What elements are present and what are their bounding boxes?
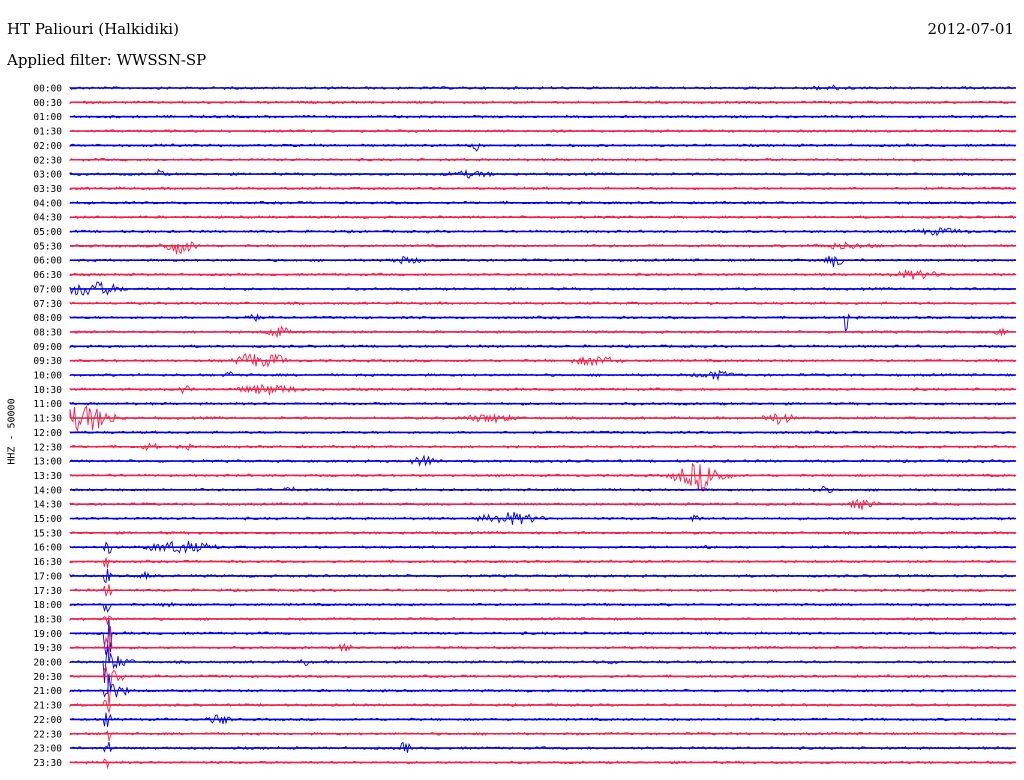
time-label: 14:30	[33, 500, 62, 511]
time-label: 23:30	[33, 758, 62, 769]
time-label: 10:30	[33, 385, 62, 396]
trace-line	[69, 699, 1016, 714]
time-label: 03:30	[33, 184, 62, 195]
time-label: 01:30	[33, 127, 62, 138]
time-label: 00:30	[33, 98, 62, 109]
filter-label: Applied filter: WWSSN-SP	[7, 51, 207, 69]
trace-line	[69, 619, 1016, 656]
time-label: 18:30	[33, 614, 62, 625]
time-label: 03:00	[33, 170, 62, 181]
time-label: 22:00	[33, 715, 62, 726]
time-label: 17:00	[33, 571, 62, 582]
time-label: 07:00	[33, 284, 62, 295]
time-label: 08:00	[33, 313, 62, 324]
time-label: 01:00	[33, 112, 62, 123]
record-date: 2012-07-01	[927, 20, 1014, 38]
time-label: 21:30	[33, 701, 62, 712]
time-label: 13:30	[33, 471, 62, 482]
trace-line	[69, 462, 1016, 491]
time-label: 12:00	[33, 428, 62, 439]
trace-line	[69, 240, 1016, 255]
time-label: 09:00	[33, 342, 62, 353]
time-label: 12:30	[33, 442, 62, 453]
time-label-group: 00:00 00:30 01:00 01:30 02:00 02:30 03:00 03:30…	[33, 84, 62, 769]
time-label: 05:00	[33, 227, 62, 238]
time-label: 22:30	[33, 729, 62, 740]
time-label: 19:00	[33, 629, 62, 640]
time-label: 20:00	[33, 658, 62, 669]
time-label: 14:00	[33, 485, 62, 496]
time-label: 11:30	[33, 414, 62, 425]
time-label: 04:00	[33, 198, 62, 209]
time-label: 04:30	[33, 213, 62, 224]
time-label: 11:00	[33, 399, 62, 410]
time-label: 16:30	[33, 557, 62, 568]
station-title: HT Paliouri (Halkidiki)	[7, 20, 179, 38]
time-label: 10:00	[33, 371, 62, 382]
time-label: 16:00	[33, 543, 62, 554]
trace-line	[69, 666, 1016, 706]
time-label: 23:00	[33, 744, 62, 755]
time-label: 09:30	[33, 356, 62, 367]
trace-line	[69, 255, 1016, 267]
time-label: 13:00	[33, 457, 62, 468]
time-label: 20:30	[33, 672, 62, 683]
trace-line	[69, 758, 1016, 770]
time-label: 05:30	[33, 241, 62, 252]
time-label: 15:00	[33, 514, 62, 525]
time-label: 15:30	[33, 528, 62, 539]
trace-group	[69, 84, 1016, 770]
time-label: 02:00	[33, 141, 62, 152]
time-label: 02:30	[33, 155, 62, 166]
trace-line	[69, 730, 1016, 741]
trace-line	[69, 557, 1016, 569]
time-label: 19:30	[33, 643, 62, 654]
time-label: 07:30	[33, 299, 62, 310]
time-label: 06:00	[33, 256, 62, 267]
trace-line	[69, 615, 1016, 625]
time-label: 00:00	[33, 84, 62, 95]
time-label: 18:00	[33, 600, 62, 611]
time-label: 21:00	[33, 686, 62, 697]
time-label: 06:30	[33, 270, 62, 281]
time-label: 17:30	[33, 586, 62, 597]
time-label: 08:30	[33, 327, 62, 338]
trace-line	[69, 626, 1016, 656]
